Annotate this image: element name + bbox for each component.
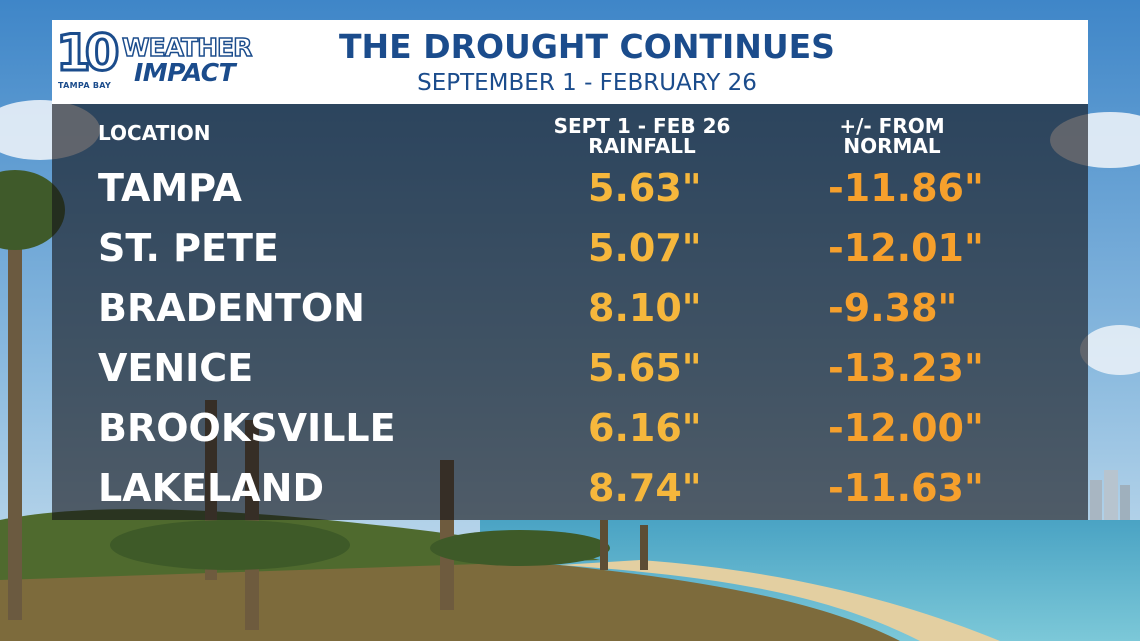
column-header-departure: +/- FROM NORMAL (839, 114, 945, 158)
column-header-location: LOCATION (98, 121, 211, 145)
location-cell: BRADENTON (98, 286, 365, 330)
table-row: VENICE 5.65" -13.23" (52, 338, 1088, 398)
rainfall-cell: 5.63" (588, 166, 702, 210)
logo-weather: WEATHER (121, 33, 253, 62)
chart-subtitle: SEPTEMBER 1 - FEBRUARY 26 (417, 70, 757, 96)
rainfall-cell: 6.16" (588, 406, 702, 450)
location-cell: ST. PETE (98, 226, 279, 270)
logo-market: TAMPA BAY (58, 81, 112, 90)
departure-cell: -11.63" (828, 466, 984, 510)
location-cell: TAMPA (98, 166, 242, 210)
departure-cell: -9.38" (828, 286, 958, 330)
header-bar: 10 TAMPA BAY WEATHER IMPACT THE DROUGHT … (52, 20, 1088, 104)
rainfall-cell: 5.65" (588, 346, 702, 390)
logo-impact: IMPACT (134, 58, 236, 87)
departure-cell: -12.00" (828, 406, 984, 450)
table-row: TAMPA 5.63" -11.86" (52, 158, 1088, 218)
table-row: BROOKSVILLE 6.16" -12.00" (52, 398, 1088, 458)
station-logo: 10 TAMPA BAY WEATHER IMPACT (55, 27, 286, 94)
departure-cell: -11.86" (828, 166, 984, 210)
table-row: BRADENTON 8.10" -9.38" (52, 278, 1088, 338)
rainfall-cell: 5.07" (588, 226, 702, 270)
column-header-rainfall: SEPT 1 - FEB 26 RAINFALL (553, 114, 731, 158)
departure-cell: -12.01" (828, 226, 984, 270)
rainfall-cell: 8.10" (588, 286, 702, 330)
departure-cell: -13.23" (828, 346, 984, 390)
location-cell: BROOKSVILLE (98, 406, 396, 450)
logo-number: 10 (55, 24, 122, 82)
location-cell: VENICE (98, 346, 254, 390)
table-row: ST. PETE 5.07" -12.01" (52, 218, 1088, 278)
table-row: LAKELAND 8.74" -11.63" (52, 458, 1088, 518)
data-table-panel: LOCATION SEPT 1 - FEB 26 RAINFALL +/- FR… (52, 104, 1088, 520)
rainfall-cell: 8.74" (588, 466, 702, 510)
location-cell: LAKELAND (98, 466, 324, 510)
chart-title: THE DROUGHT CONTINUES (339, 27, 835, 66)
